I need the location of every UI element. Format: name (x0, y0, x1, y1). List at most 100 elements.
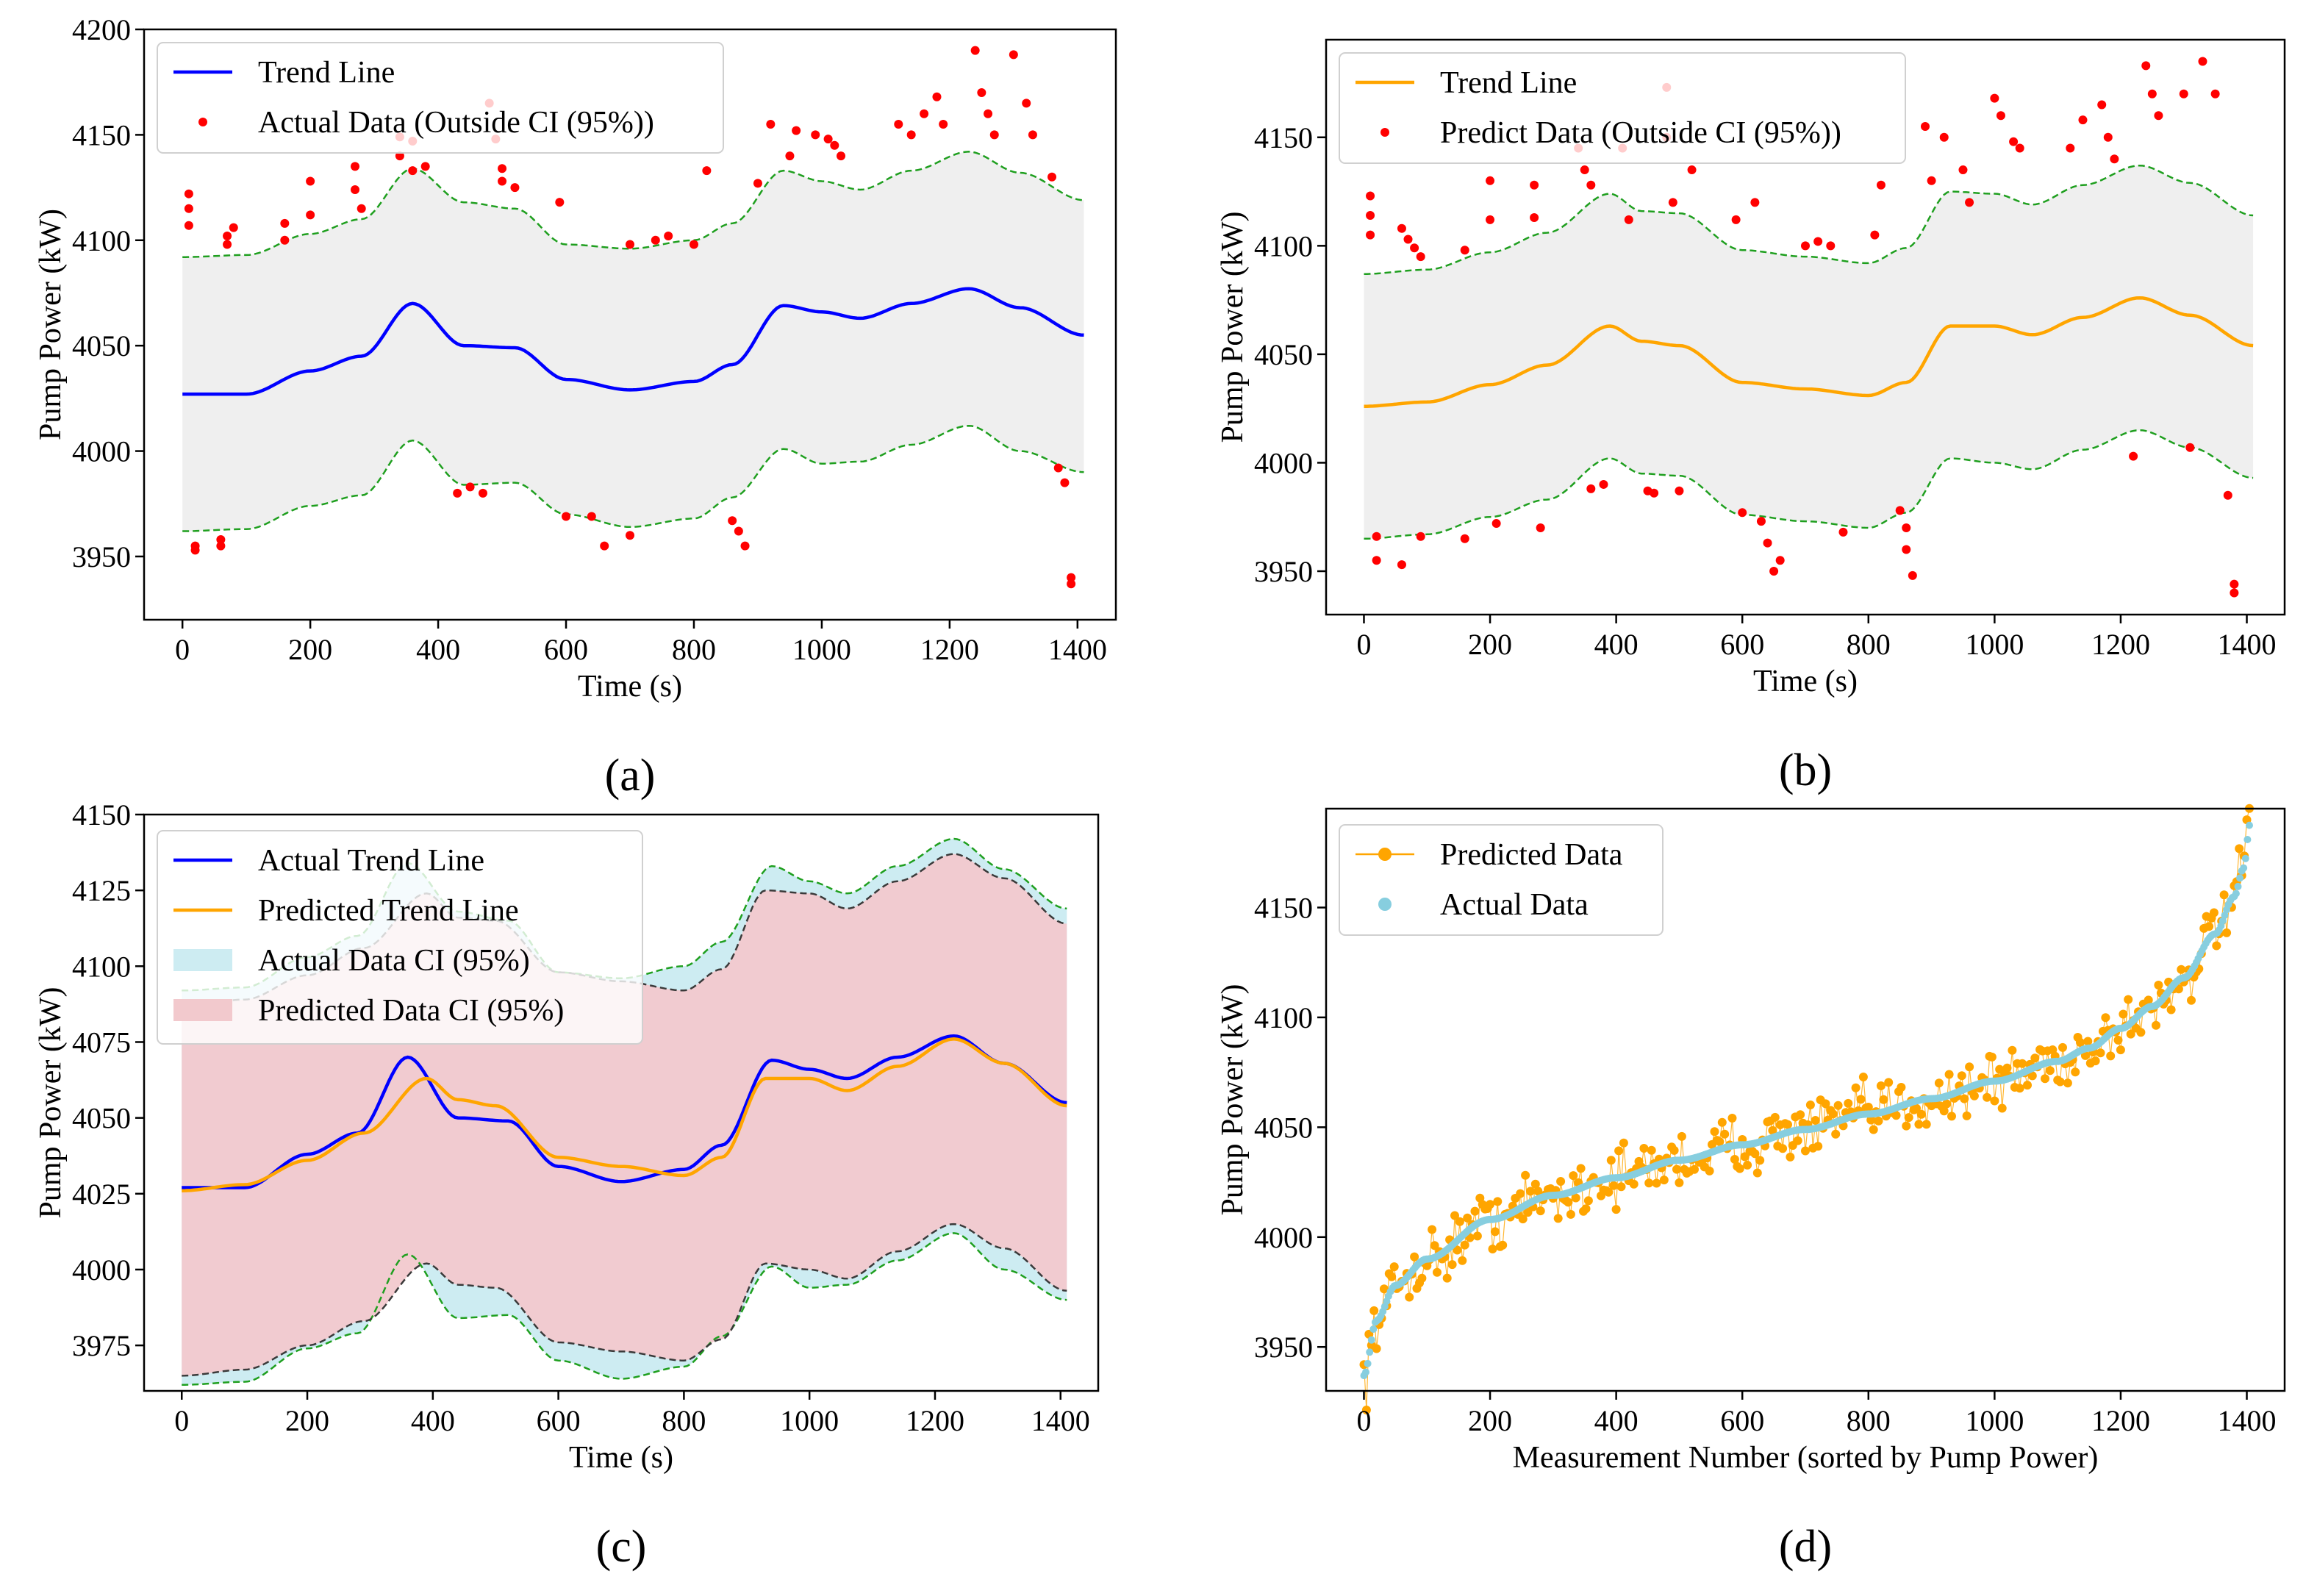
predicted-point (2235, 844, 2244, 854)
predicted-point (2083, 1037, 2093, 1046)
predicted-point (2154, 981, 2163, 990)
outlier-point (1048, 172, 1057, 182)
outlier-point (1530, 212, 1539, 222)
outlier-point (792, 126, 801, 135)
actual-point (2232, 890, 2240, 898)
predicted-point (1609, 1181, 1619, 1190)
predicted-point (1856, 1095, 1866, 1104)
predicted-point (1447, 1260, 1457, 1270)
x-tick-label: 200 (1468, 628, 1512, 661)
predicted-point (2080, 1051, 2090, 1060)
outlier-point (498, 164, 507, 173)
outlier-point (977, 88, 986, 98)
predicted-point (2126, 1029, 2135, 1039)
x-tick-label: 600 (1720, 1404, 1764, 1437)
outlier-point (1763, 538, 1772, 548)
legend-label: Predict Data (Outside CI (95%)) (1440, 116, 1841, 150)
predicted-point (1516, 1189, 1525, 1198)
outlier-point (1022, 99, 1031, 108)
x-tick-label: 1400 (1031, 1404, 1090, 1437)
outlier-point (1687, 165, 1697, 175)
upper-ci-line (1364, 164, 2254, 275)
y-tick-label: 3950 (72, 540, 131, 573)
actual-lower-ci-line (182, 1232, 1067, 1386)
y-tick-label: 4100 (72, 224, 131, 257)
x-tick-label: 800 (1847, 628, 1891, 661)
predicted-point (2008, 1045, 2017, 1055)
outlier-point (1902, 523, 1911, 532)
outlier-point (2015, 143, 2024, 153)
predicted-point (2212, 941, 2221, 951)
predicted-point (1369, 1306, 1379, 1315)
actual-point (2218, 917, 2227, 925)
predicted-point (1891, 1111, 1901, 1120)
outlier-point (823, 135, 833, 144)
x-tick-label: 0 (1356, 628, 1371, 661)
outlier-point (1939, 132, 1949, 142)
x-tick-label: 1400 (1048, 633, 1107, 666)
outlier-point (1769, 566, 1779, 576)
x-tick-label: 600 (1720, 628, 1764, 661)
predicted-point (2027, 1071, 2037, 1081)
outlier-point (1009, 50, 1018, 60)
predicted-point (1672, 1164, 1681, 1174)
x-tick-label: 800 (672, 633, 716, 666)
y-tick-label: 4100 (72, 950, 131, 983)
y-tick-label: 4000 (72, 1253, 131, 1287)
outlier-point (395, 151, 404, 161)
actual-point (2241, 854, 2249, 862)
outlier-point (830, 140, 839, 150)
predicted-point (1942, 1099, 1952, 1109)
outlier-point (1668, 198, 1677, 207)
predicted-point (1947, 1112, 1956, 1121)
outlier-point (1801, 241, 1810, 251)
predicted-point (1556, 1177, 1566, 1186)
outlier-point (2223, 490, 2232, 500)
actual-point (1369, 1325, 1378, 1333)
predicted-point (2119, 1009, 2128, 1019)
outlier-point (894, 120, 903, 129)
predicted-point (1879, 1095, 1888, 1104)
predicted-point (1768, 1126, 1777, 1135)
outlier-point (766, 120, 776, 129)
outlier-point (1403, 235, 1413, 244)
predicted-point (1569, 1171, 1578, 1181)
outlier-point (1053, 463, 1063, 473)
outlier-point (740, 541, 750, 551)
predicted-point (1690, 1164, 1699, 1174)
outlier-point (970, 46, 980, 55)
outlier-point (453, 488, 462, 498)
outlier-point (1996, 111, 2005, 121)
predicted-point (2116, 1045, 2125, 1055)
predicted-point (1983, 1092, 1992, 1102)
outlier-point (1586, 484, 1596, 493)
predicted-point (1939, 1106, 1949, 1116)
predicted-point (1858, 1073, 1868, 1081)
outlier-point (1756, 517, 1766, 526)
outlier-point (939, 120, 948, 129)
upper-ci-line (182, 151, 1084, 258)
predicted-point (1488, 1245, 1497, 1253)
legend-label: Actual Data (Outside CI (95%)) (258, 106, 654, 140)
outlier-point (1060, 478, 1070, 487)
predicted-point (1770, 1112, 1780, 1122)
outlier-point (587, 512, 596, 521)
outlier-point (2009, 137, 2019, 146)
outlier-point (1397, 223, 1406, 233)
predicted-point (1957, 1071, 1966, 1081)
predicted-point (1710, 1127, 1719, 1137)
predicted-point (1614, 1146, 1624, 1156)
predicted-point (1844, 1098, 1853, 1108)
predicted-point (1897, 1083, 1906, 1092)
predicted-point (1372, 1344, 1381, 1353)
predicted-point (1428, 1225, 1437, 1234)
predicted-point (1472, 1231, 1482, 1241)
actual-point (2221, 912, 2229, 919)
legend-label: Actual Data (1440, 888, 1589, 922)
legend-swatch-outlier (1380, 128, 1389, 137)
predicted-point (1869, 1125, 1878, 1134)
outlier-point (1624, 215, 1633, 224)
y-tick-label: 4025 (72, 1178, 131, 1211)
predicted-point (1743, 1160, 1752, 1170)
x-tick-label: 0 (175, 633, 190, 666)
